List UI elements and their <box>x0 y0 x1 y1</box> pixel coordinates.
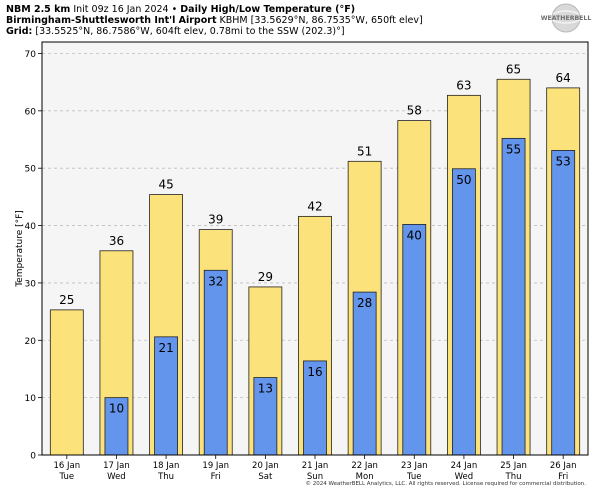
y-tick-label: 20 <box>25 337 37 347</box>
init-time: Init 09z 16 Jan 2024 <box>73 4 169 15</box>
bullet-separator: • <box>171 4 178 15</box>
header-line-model: NBM 2.5 km Init 09z 16 Jan 2024 • Daily … <box>6 4 355 16</box>
low-bar <box>551 150 576 456</box>
high-value-label: 39 <box>208 213 223 227</box>
x-tick-day: Thu <box>157 472 174 482</box>
low-value-label: 13 <box>258 382 273 396</box>
x-tick-day: Mon <box>356 472 374 482</box>
high-value-label: 65 <box>506 62 521 76</box>
y-tick-label: 0 <box>30 452 36 462</box>
y-axis-label: Temperature [°F] <box>15 210 25 288</box>
y-tick-label: 10 <box>25 394 37 404</box>
y-tick-label: 40 <box>25 222 37 232</box>
high-value-label: 63 <box>456 78 471 92</box>
x-tick-date: 25 Jan <box>500 461 527 471</box>
logo-text: WEATHERBELL <box>541 15 592 22</box>
x-tick-date: 26 Jan <box>550 461 577 471</box>
low-value-label: 55 <box>506 142 521 156</box>
x-tick-day: Tue <box>406 472 422 482</box>
station-name: Birmingham-Shuttlesworth Int'l Airport <box>6 15 217 26</box>
low-bar <box>452 168 476 456</box>
low-bar <box>501 137 526 456</box>
weatherbell-logo: WEATHERBELL <box>541 3 592 33</box>
low-value-label: 32 <box>208 274 223 288</box>
low-bar <box>402 224 427 456</box>
x-tick-date: 24 Jan <box>451 461 478 471</box>
x-tick-date: 16 Jan <box>54 461 81 471</box>
product-title: Daily High/Low Temperature (°F) <box>180 4 356 15</box>
grid-info: [33.5525°N, 86.7586°W, 604ft elev, 0.78m… <box>35 26 345 37</box>
x-tick-date: 23 Jan <box>401 461 428 471</box>
high-value-label: 64 <box>556 71 571 85</box>
high-value-label: 42 <box>307 199 322 213</box>
x-tick-day: Fri <box>558 472 568 482</box>
low-value-label: 53 <box>556 154 571 168</box>
high-value-label: 51 <box>357 144 372 158</box>
low-value-label: 40 <box>407 228 422 242</box>
high-value-label: 29 <box>258 270 273 284</box>
x-tick-day: Thu <box>505 472 522 482</box>
x-tick-day: Sun <box>307 472 323 482</box>
low-value-label: 16 <box>307 365 322 379</box>
high-value-label: 58 <box>407 104 422 118</box>
low-value-label: 10 <box>109 402 124 416</box>
model-name: NBM 2.5 km <box>6 4 71 15</box>
y-tick-label: 60 <box>25 107 37 117</box>
y-tick-label: 30 <box>25 279 37 289</box>
x-tick-date: 18 Jan <box>153 461 180 471</box>
x-tick-day: Wed <box>107 472 126 482</box>
high-bar <box>49 309 84 456</box>
x-tick-day: Fri <box>211 472 221 482</box>
plot-frame <box>41 41 589 456</box>
high-value-label: 25 <box>59 293 74 307</box>
x-tick-date: 20 Jan <box>252 461 279 471</box>
x-tick-date: 22 Jan <box>351 461 378 471</box>
low-value-label: 21 <box>158 341 173 355</box>
x-tick-day: Sat <box>258 472 273 482</box>
copyright-footer: © 2024 WeatherBELL Analytics, LLC. All r… <box>305 481 586 487</box>
x-tick-day: Wed <box>455 472 474 482</box>
y-tick-label: 50 <box>25 165 37 175</box>
x-tick-date: 17 Jan <box>103 461 130 471</box>
low-bar <box>352 291 377 456</box>
low-bar <box>203 269 228 456</box>
high-value-label: 45 <box>158 178 173 192</box>
x-tick-date: 19 Jan <box>202 461 229 471</box>
x-tick-day: Tue <box>59 472 75 482</box>
x-tick-date: 21 Jan <box>302 461 329 471</box>
header-line-grid: Grid: [33.5525°N, 86.7586°W, 604ft elev,… <box>6 26 345 38</box>
logo-globe <box>551 3 581 33</box>
header-line-station: Birmingham-Shuttlesworth Int'l Airport K… <box>6 15 423 27</box>
low-value-label: 50 <box>456 173 471 187</box>
station-info: KBHM [33.5629°N, 86.7535°W, 650ft elev] <box>219 15 423 26</box>
y-tick-label: 70 <box>25 50 37 60</box>
high-value-label: 36 <box>109 234 124 248</box>
low-value-label: 28 <box>357 296 372 310</box>
grid-label: Grid: <box>6 26 33 37</box>
